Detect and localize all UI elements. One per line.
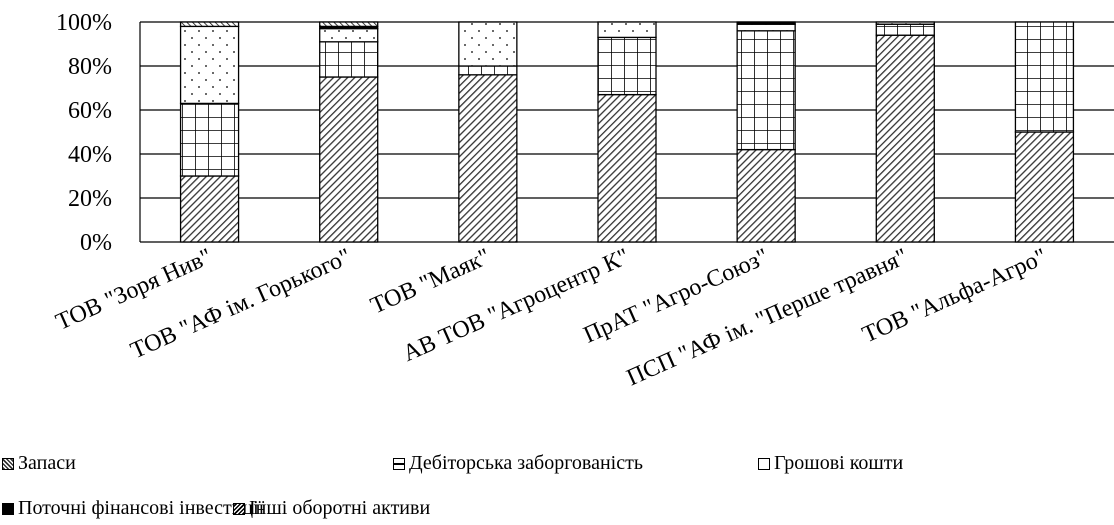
x-category-label: ТОВ "АФ ім. Горького" xyxy=(127,244,355,365)
bar-segment xyxy=(179,21,240,28)
bar-segment xyxy=(1014,131,1075,243)
bar-segment xyxy=(1014,21,1075,133)
bar-segment xyxy=(875,23,935,36)
y-tick-label: 0% xyxy=(80,230,112,256)
category-labels: ТОВ "Зоря Нив"ТОВ "АФ ім. Горького" ТОВ "… xyxy=(52,244,1051,392)
bar-segment xyxy=(597,93,657,243)
y-tick-label: 20% xyxy=(68,186,112,212)
legend-swatch-dots xyxy=(758,457,770,470)
bar-segment xyxy=(736,23,796,32)
bar-segment xyxy=(179,102,240,177)
bar-segment xyxy=(875,21,935,25)
bars xyxy=(179,21,1075,243)
bar-segment xyxy=(319,76,379,243)
legend-swatch-diag xyxy=(2,457,14,470)
bar-segment xyxy=(319,27,379,43)
x-category-label: АВ ТОВ "Агроцентр К" xyxy=(399,244,633,367)
legend-swatch-grid xyxy=(393,457,405,470)
bar-segment xyxy=(458,21,518,67)
y-tick-label: 80% xyxy=(68,54,112,80)
legend-label: Інші оборотні активи xyxy=(249,497,431,519)
bar-segment xyxy=(458,65,518,76)
legend-label: Грошові кошти xyxy=(774,452,904,474)
y-axis: 0% 20% 40% 60% 80% 100% xyxy=(56,10,141,256)
bar-segment xyxy=(179,175,240,243)
bar-segment xyxy=(875,34,935,243)
bar-segment xyxy=(458,74,518,243)
y-tick-label: 60% xyxy=(68,98,112,124)
bar-segment xyxy=(597,21,657,39)
legend-label: Поточні фінансові інвестиції xyxy=(18,497,265,519)
legend-swatch-solid xyxy=(2,502,14,515)
bar-segment xyxy=(597,36,657,96)
bar-segment xyxy=(736,30,796,151)
y-tick-label: 40% xyxy=(68,142,112,168)
legend-label: Дебіторська заборгованість xyxy=(409,452,643,474)
bar-segment xyxy=(736,148,796,243)
x-category-label: ТОВ "Маяк" xyxy=(367,244,494,320)
y-tick-label: 100% xyxy=(56,10,112,36)
bar-segment xyxy=(179,25,240,105)
bar-segment xyxy=(319,21,379,28)
legend-item-investytsii: Поточні фінансові інвестиції xyxy=(2,497,264,520)
legend-item-inshi: Інші оборотні активи xyxy=(233,497,430,520)
legend-item-hroshovi: Грошові кошти xyxy=(758,452,903,475)
legend-swatch-hatch xyxy=(233,502,245,515)
bar-segment xyxy=(319,41,379,78)
legend-label: Запаси xyxy=(18,452,76,474)
legend-item-debitorska: Дебіторська заборгованість xyxy=(393,452,643,475)
bar-segment xyxy=(736,21,796,25)
legend-item-zapasy: Запаси xyxy=(2,452,76,475)
